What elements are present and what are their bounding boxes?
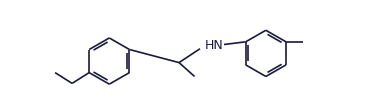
Text: HN: HN — [205, 39, 223, 52]
